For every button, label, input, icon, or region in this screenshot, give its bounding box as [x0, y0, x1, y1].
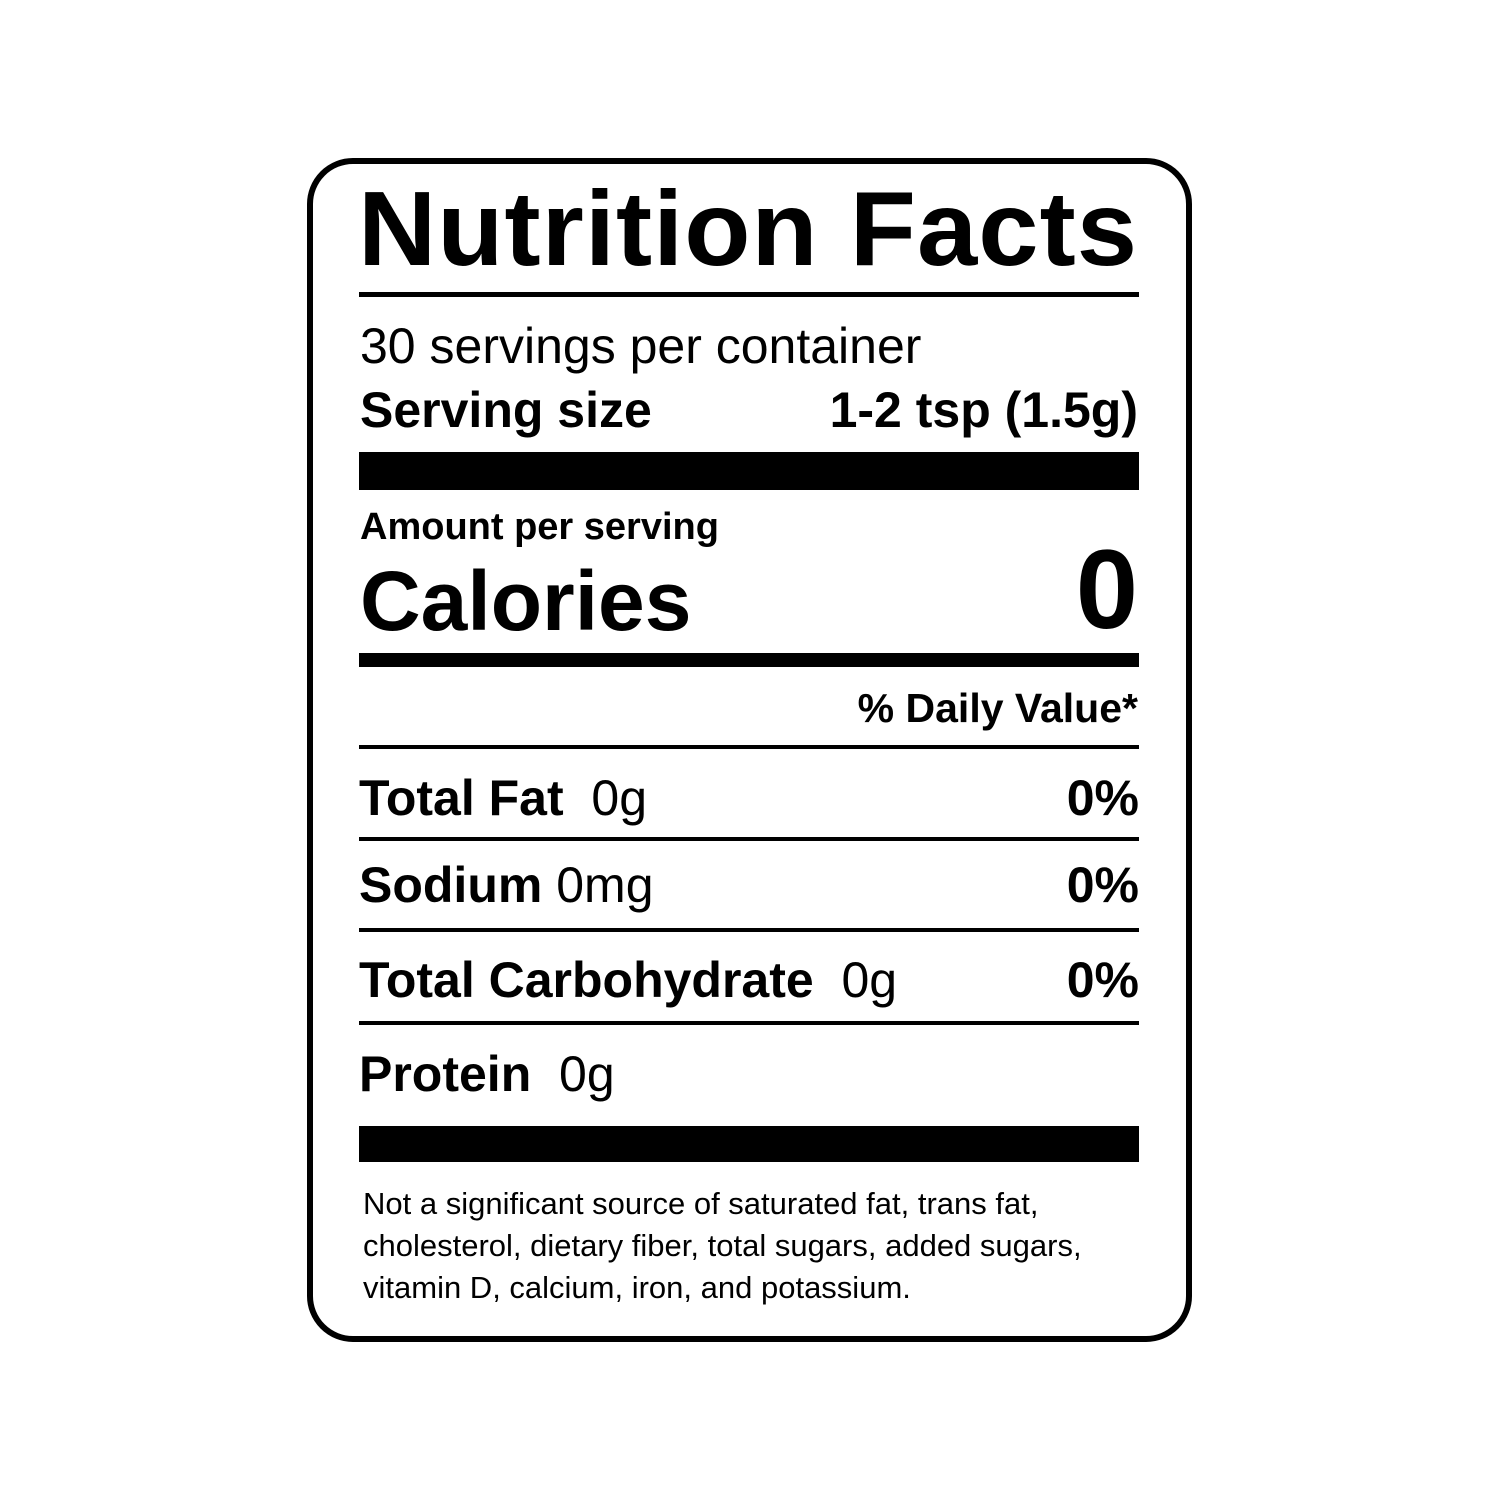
nutrient-name: Sodium — [359, 857, 543, 913]
divider-thin — [359, 292, 1139, 297]
divider-thick — [359, 452, 1139, 490]
divider-thin — [359, 1021, 1139, 1025]
nutrient-dv: 0% — [1066, 857, 1139, 913]
divider-thin — [359, 837, 1139, 841]
nutrition-label-panel — [307, 158, 1192, 1342]
footnote: Not a significant source of saturated fa… — [363, 1186, 1082, 1305]
divider-thick — [359, 1126, 1139, 1162]
nutrient-dv: 0% — [1066, 770, 1139, 826]
nutrient-row-total-fat: Total Fat 0g 0% — [359, 770, 1139, 826]
divider-thin — [359, 928, 1139, 932]
nutrient-row-sodium: Sodium 0mg 0% — [359, 857, 1139, 913]
nutrient-row-total-carbohydrate: Total Carbohydrate 0g 0% — [359, 952, 1139, 1008]
amount-per-serving: Amount per serving — [360, 506, 719, 548]
divider-medium — [359, 653, 1139, 667]
nutrient-row-protein: Protein 0g — [359, 1046, 1139, 1102]
nutrient-amount: 0g — [591, 770, 648, 826]
nutrient-amount: 0g — [841, 952, 898, 1008]
label-title: Nutrition Facts — [358, 170, 1138, 288]
serving-size-value: 1-2 tsp (1.5g) — [829, 382, 1138, 438]
nutrient-amount: 0g — [559, 1046, 615, 1102]
servings-per-container: 30 servings per container — [360, 318, 922, 374]
calories-value: 0 — [1075, 527, 1138, 652]
nutrient-dv: 0% — [1066, 952, 1139, 1008]
nutrient-name: Protein — [359, 1046, 532, 1102]
nutrient-name: Total Carbohydrate — [359, 952, 814, 1008]
calories-label: Calories — [360, 554, 692, 648]
nutrient-amount: 0mg — [556, 857, 654, 913]
serving-size-label: Serving size — [360, 382, 652, 438]
daily-value-header: % Daily Value* — [857, 685, 1138, 731]
divider-thin — [359, 745, 1139, 749]
nutrient-name: Total Fat — [359, 770, 564, 826]
